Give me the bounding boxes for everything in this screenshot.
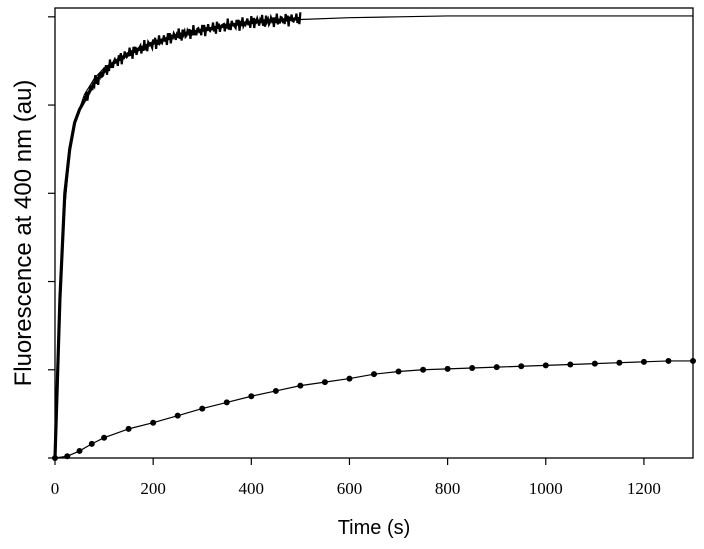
data-point (88, 440, 95, 447)
data-point (616, 359, 623, 366)
data-point (371, 371, 377, 378)
slow-trace-markers (52, 357, 696, 461)
y-axis-title: Fluorescence at 400 nm (au) (10, 80, 37, 387)
data-point (567, 361, 574, 368)
data-point (493, 364, 500, 371)
x-axis-title: Time (s) (338, 517, 411, 539)
data-point (150, 419, 157, 426)
data-point (199, 405, 206, 412)
plot-frame (54, 7, 694, 459)
data-point (444, 365, 451, 372)
x-tick-label: 800 (435, 479, 461, 498)
fit-curve (54, 15, 693, 459)
x-tick-label: 600 (337, 479, 363, 498)
x-tick-label: 1200 (627, 479, 661, 498)
x-axis: 0 200 400 600 800 1000 1200 (51, 458, 661, 498)
data-point (76, 447, 83, 454)
x-tick-label: 200 (140, 479, 166, 498)
data-point (420, 366, 427, 373)
series-layer (52, 12, 696, 461)
data-point (272, 387, 279, 394)
data-point (248, 393, 255, 400)
data-point (321, 379, 328, 386)
data-point (469, 365, 476, 371)
x-tick-label: 1000 (529, 479, 563, 498)
data-point (125, 425, 132, 432)
data-point (518, 363, 525, 370)
data-point (297, 382, 304, 389)
x-tick-label: 400 (239, 479, 265, 498)
data-point (591, 360, 598, 367)
data-point (223, 399, 230, 406)
data-point (542, 362, 549, 369)
x-tick-label: 0 (51, 479, 60, 498)
data-point (101, 434, 108, 441)
data-point (640, 358, 647, 365)
y-axis (48, 16, 55, 459)
data-point (346, 375, 353, 382)
data-point (174, 412, 181, 419)
data-point (395, 368, 402, 375)
data-point (665, 357, 672, 364)
